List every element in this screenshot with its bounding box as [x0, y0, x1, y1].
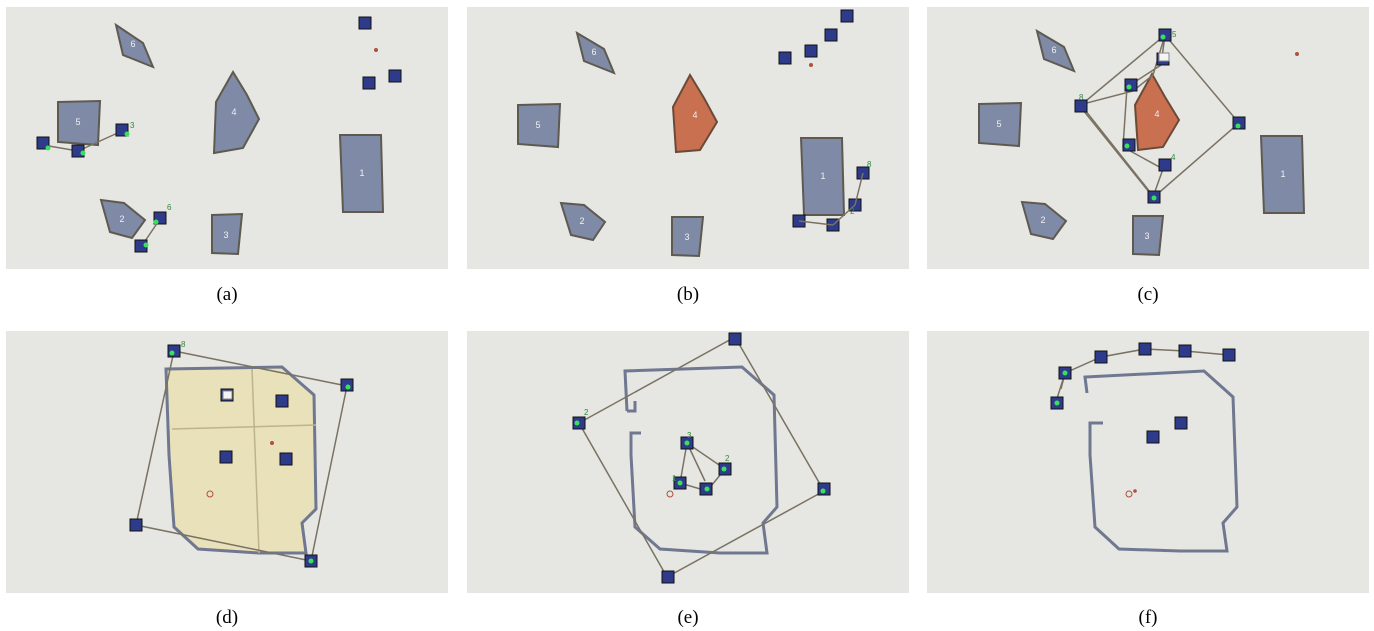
obstacle-number: 4 [231, 107, 236, 117]
enclosed-region [164, 365, 318, 555]
obstacle-4 [212, 70, 261, 155]
obstacle-6 [1035, 28, 1076, 73]
obstacle-number: 6 [591, 47, 596, 57]
photo-panel-e: 3 2 1 2 [467, 331, 909, 593]
obstacle-number: 3 [223, 230, 228, 240]
obstacle-6 [575, 30, 616, 75]
obstacle-number: 5 [535, 120, 540, 130]
photo-panel-b: 6 5 4 1 2 3 8 2 [467, 7, 909, 269]
obstacle-number: 3 [1144, 231, 1149, 241]
obstacle-number: 2 [579, 216, 584, 226]
obstacle-number: 4 [692, 110, 697, 120]
caption-e: (e) [677, 607, 699, 628]
obstacle-number: 1 [820, 171, 825, 181]
robots [1050, 342, 1236, 444]
robot-label: 2 [850, 207, 855, 216]
robot-label: 8 [867, 160, 872, 169]
caption-a: (a) [216, 284, 238, 305]
obstacle-number: 2 [119, 214, 124, 224]
robot-label: 5 [1172, 30, 1177, 39]
obstacle-number: 6 [1051, 45, 1056, 55]
photo-panel-d: 8 [6, 331, 448, 593]
obstacle-5 [57, 99, 102, 147]
obstacle-number: 3 [684, 232, 689, 242]
obstacle-2 [99, 198, 147, 240]
robots [36, 16, 402, 253]
robot-label: 4 [1171, 153, 1176, 162]
obstacle-number: 2 [1040, 215, 1045, 225]
enclosure-outline [623, 365, 779, 555]
caption-d: (d) [215, 607, 239, 628]
obstacle-number: 6 [130, 39, 135, 49]
obstacle-number: 5 [75, 117, 80, 127]
photo-panel-f [927, 331, 1369, 593]
caption-f: (f) [1138, 607, 1158, 628]
obstacle-number: 1 [359, 168, 364, 178]
obstacle-6 [114, 22, 155, 69]
obstacle-5 [978, 101, 1023, 148]
obstacle-2 [1020, 200, 1068, 241]
robot-label: 2 [584, 408, 589, 417]
obstacle-4-highlight [1133, 71, 1181, 152]
obstacle-3 [211, 212, 244, 256]
obstacle-1 [1259, 135, 1306, 214]
robot-label: 3 [130, 121, 135, 130]
photo-panel-a: 6 5 4 1 2 3 3 6 [6, 7, 448, 269]
robot-label: 3 [687, 431, 692, 440]
obstacle-3 [671, 216, 705, 258]
photo-panel-c: 6 5 4 1 2 3 8 4 5 [927, 7, 1369, 269]
robots [1074, 28, 1246, 204]
robot-label: 6 [167, 203, 172, 212]
obstacle-4-highlight [671, 72, 719, 154]
robot-label: 1 [672, 474, 677, 483]
caption-c: (c) [1137, 284, 1159, 305]
obstacle-number: 5 [996, 119, 1001, 129]
robot-label: 8 [1079, 93, 1084, 102]
obstacle-1 [338, 134, 385, 213]
robot-label: 2 [725, 454, 730, 463]
obstacle-number: 4 [1154, 109, 1159, 119]
obstacle-5 [517, 102, 562, 149]
caption-b: (b) [676, 284, 700, 305]
obstacle-number: 1 [1280, 169, 1285, 179]
robot-label: 8 [181, 340, 186, 349]
enclosure-outline [1083, 369, 1239, 553]
obstacle-3 [1132, 215, 1165, 257]
obstacle-2 [559, 201, 607, 242]
